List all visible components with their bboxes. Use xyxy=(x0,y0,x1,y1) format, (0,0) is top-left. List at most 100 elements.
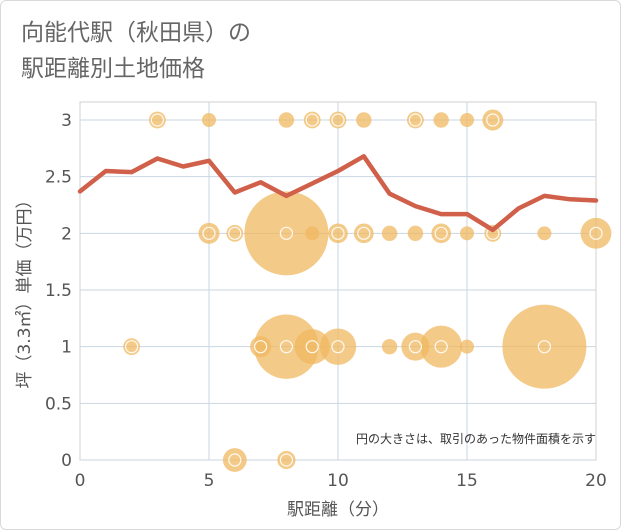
bubble-circle xyxy=(244,191,329,276)
bubble-point xyxy=(278,112,295,128)
bubble-point xyxy=(244,191,329,276)
bubble-size-note: 円の大きさは、取引のあった物件面積を示す xyxy=(356,431,596,446)
bubble-circle xyxy=(278,112,295,128)
bubble-point xyxy=(580,217,612,249)
bubble-circle xyxy=(222,448,247,472)
bubble-center-ring xyxy=(434,226,448,240)
bubble-point xyxy=(460,339,474,354)
x-tick-label: 15 xyxy=(456,471,478,491)
bubble-center-ring xyxy=(125,340,139,354)
bubble-center-ring xyxy=(305,113,319,127)
bubble-point xyxy=(433,112,449,128)
bubble-point xyxy=(401,332,430,361)
bubble-circle xyxy=(202,113,216,127)
bubble-circle xyxy=(537,226,552,241)
bubble-point xyxy=(294,329,330,365)
bubble-circle xyxy=(381,338,398,355)
y-axis-ticks: 0 0.5 1 1.5 2 2.5 3 xyxy=(45,111,72,471)
bubble-point xyxy=(482,109,504,131)
bubble-center-ring xyxy=(331,340,345,354)
y-axis-title: 坪（3.3㎡）単価（万円） xyxy=(15,191,35,388)
bubble-circle xyxy=(580,217,612,249)
bubble-center-ring xyxy=(279,340,293,354)
bubble-point xyxy=(198,222,220,244)
y-tick-label: 1 xyxy=(61,338,72,358)
bubble-point xyxy=(537,226,552,241)
bubble-circle xyxy=(502,304,587,389)
x-tick-label: 20 xyxy=(585,471,607,491)
bubble-circle xyxy=(356,112,372,128)
y-tick-label: 2 xyxy=(61,224,72,244)
bubble-center-ring xyxy=(331,226,345,240)
bubble-point xyxy=(431,223,452,244)
bubble-center-ring xyxy=(486,113,500,127)
bubble-center-ring xyxy=(150,113,164,127)
bubble-center-ring xyxy=(589,226,603,240)
bubble-point xyxy=(502,304,587,389)
bubble-center-ring xyxy=(357,226,371,240)
bubble-point xyxy=(460,226,474,241)
bubble-point xyxy=(149,111,166,129)
x-tick-label: 10 xyxy=(327,471,349,491)
bubble-center-ring xyxy=(537,340,552,354)
bubble-circle xyxy=(460,226,474,241)
bubble-point xyxy=(202,113,216,127)
x-tick-label: 0 xyxy=(75,471,86,491)
title-line-1: 向能代駅（秋田県）の xyxy=(21,20,251,46)
x-axis-title: 駅距離（分） xyxy=(287,500,389,520)
bubble-point xyxy=(420,325,463,368)
bubble-point xyxy=(250,336,272,358)
bubble-point xyxy=(407,225,424,242)
average-line-series xyxy=(77,154,599,233)
bubble-point xyxy=(303,111,321,129)
bubble-point xyxy=(277,450,296,470)
bubble-circle xyxy=(354,223,374,244)
bubble-circle xyxy=(420,325,463,368)
bubble-circle xyxy=(250,336,272,358)
bubble-circle xyxy=(431,223,452,244)
bubble-point xyxy=(329,111,347,129)
bubble-circle xyxy=(294,329,330,365)
bubble-center-ring xyxy=(408,340,422,354)
bubble-circle xyxy=(381,225,398,242)
bubble-point xyxy=(254,314,319,379)
bubble-center-ring xyxy=(279,453,293,467)
bubble-point xyxy=(319,328,357,365)
bubble-point xyxy=(305,226,320,241)
y-tick-label: 0 xyxy=(61,451,72,471)
bubble-point xyxy=(222,448,247,472)
bubble-circle xyxy=(319,328,357,365)
bubble-circle xyxy=(198,222,220,244)
bubble-circle xyxy=(305,226,320,241)
bubble-point xyxy=(354,223,374,244)
y-tick-label: 3 xyxy=(61,111,72,131)
x-tick-label: 5 xyxy=(204,471,215,491)
bubble-center-ring xyxy=(408,113,422,127)
bubble-point xyxy=(407,111,424,129)
bubble-point xyxy=(328,223,348,244)
bubble-circle xyxy=(460,113,474,127)
bubble-circle xyxy=(401,332,430,361)
bubble-center-ring xyxy=(202,226,216,240)
y-tick-label: 1.5 xyxy=(45,281,72,301)
bubble-circle xyxy=(407,225,424,242)
bubble-center-ring xyxy=(279,226,293,240)
x-axis-ticks: 0 5 10 15 20 xyxy=(75,471,607,491)
bubble-center-ring xyxy=(305,340,319,354)
bubble-point xyxy=(460,113,474,127)
bubble-center-ring xyxy=(228,453,242,467)
bubble-circle xyxy=(433,112,449,128)
bubble-point xyxy=(381,225,398,242)
bubble-circle xyxy=(482,109,504,131)
bubble-point xyxy=(356,112,372,128)
bubble-circle xyxy=(254,314,319,379)
bubble-center-ring xyxy=(331,113,345,127)
bubble-point xyxy=(381,338,398,355)
bubble-center-ring xyxy=(434,340,448,354)
bubble-series xyxy=(123,109,612,472)
title-line-2: 駅距離別土地価格 xyxy=(21,56,205,82)
average-price-line xyxy=(77,154,599,233)
bubble-point xyxy=(226,224,244,242)
bubble-circle xyxy=(460,339,474,354)
